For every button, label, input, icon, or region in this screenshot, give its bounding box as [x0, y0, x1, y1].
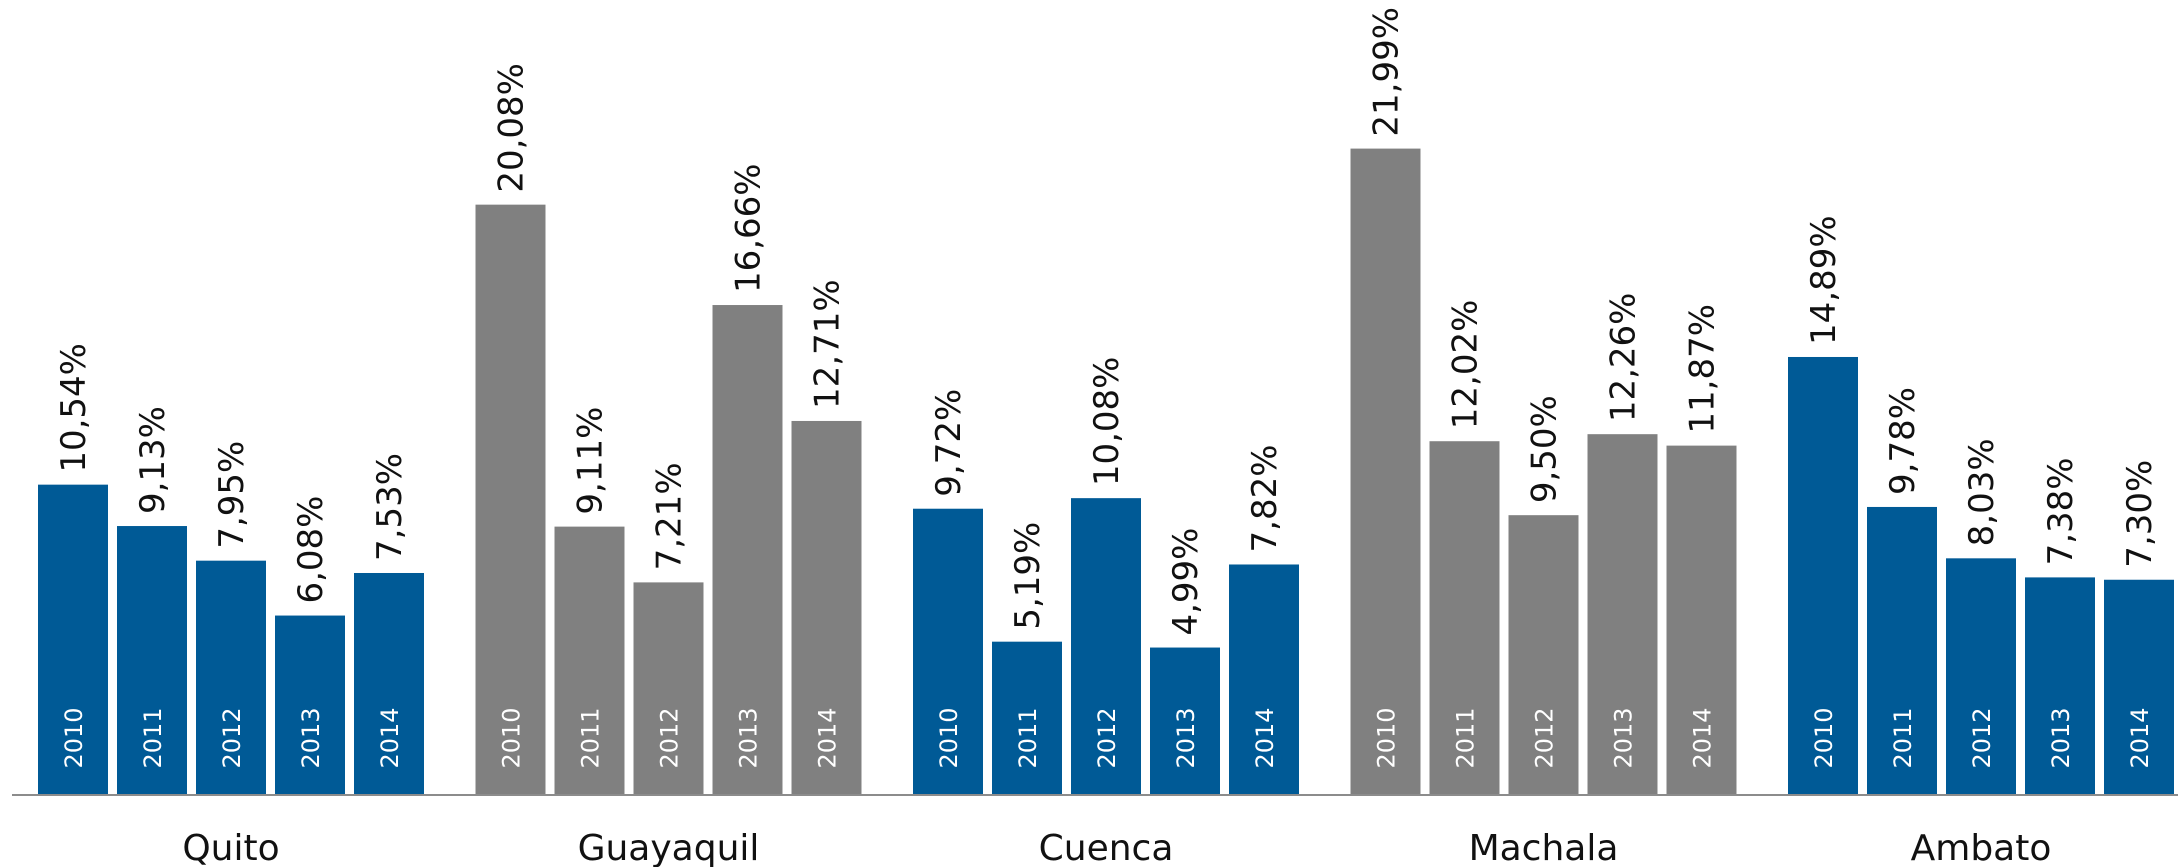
- bar-ambato-2010: [1788, 356, 1858, 794]
- year-label: 2014: [814, 707, 842, 768]
- category-label: Ambato: [1911, 828, 2052, 867]
- category-label: Quito: [182, 828, 279, 867]
- value-label: 9,13%: [133, 406, 173, 514]
- year-label: 2010: [60, 707, 88, 768]
- value-label: 16,66%: [729, 163, 769, 293]
- bar-guayaquil-2010: [475, 204, 546, 795]
- year-label: 2011: [1889, 707, 1917, 768]
- year-label: 2011: [139, 707, 167, 768]
- year-label: 2010: [498, 707, 526, 768]
- bar-machala-2011: [1429, 441, 1500, 794]
- bar-machala-2012: [1508, 515, 1579, 794]
- value-label: 11,87%: [1683, 304, 1723, 434]
- bar-quito-2013: [275, 615, 345, 794]
- year-label: 2014: [376, 707, 404, 768]
- year-label: 2013: [1610, 707, 1638, 768]
- year-label: 2010: [935, 707, 963, 768]
- value-label: 7,53%: [370, 453, 410, 561]
- value-label: 12,26%: [1604, 293, 1644, 423]
- bar-ambato-2013: [2025, 577, 2095, 794]
- bar-quito-2011: [117, 526, 187, 794]
- labels-layer: 2010 10,54% 2011 9,13% 2012 7,95% 2013 6,08% 201…: [54, 7, 2160, 867]
- value-label: 7,38%: [2041, 457, 2081, 565]
- bar-quito-2014: [354, 572, 424, 794]
- year-label: 2012: [218, 707, 246, 768]
- year-label: 2013: [297, 707, 325, 768]
- value-label: 9,72%: [929, 389, 969, 497]
- value-label: 10,08%: [1087, 356, 1127, 486]
- value-label: 7,95%: [212, 441, 252, 549]
- value-label: 7,30%: [2120, 460, 2160, 568]
- value-label: 9,50%: [1525, 395, 1565, 503]
- year-label: 2010: [1373, 707, 1401, 768]
- value-label: 7,21%: [650, 462, 690, 570]
- year-label: 2011: [577, 707, 605, 768]
- bar-machala-2010: [1350, 148, 1421, 794]
- bar-guayaquil-2012: [633, 582, 704, 794]
- bar-quito-2012: [196, 560, 266, 794]
- value-label: 7,82%: [1245, 444, 1285, 552]
- year-label: 2013: [735, 707, 763, 768]
- value-label: 12,02%: [1446, 300, 1486, 430]
- value-label: 5,19%: [1008, 522, 1048, 630]
- category-label: Cuenca: [1039, 828, 1174, 867]
- bar-cuenca-2010: [913, 508, 983, 794]
- bar-guayaquil-2014: [791, 420, 862, 794]
- bar-ambato-2012: [1946, 558, 2016, 794]
- bar-machala-2013: [1587, 434, 1658, 794]
- bar-cuenca-2012: [1071, 498, 1141, 794]
- bar-ambato-2011: [1867, 506, 1937, 794]
- bar-guayaquil-2013: [712, 305, 783, 794]
- bar-cuenca-2014: [1229, 564, 1299, 794]
- year-label: 2012: [1968, 707, 1996, 768]
- value-label: 20,08%: [492, 63, 532, 193]
- value-label: 21,99%: [1367, 7, 1407, 137]
- bar-quito-2010: [38, 484, 108, 794]
- value-label: 4,99%: [1166, 528, 1206, 636]
- value-label: 9,11%: [571, 407, 611, 515]
- value-label: 9,78%: [1883, 387, 1923, 495]
- year-label: 2014: [1689, 707, 1717, 768]
- year-label: 2012: [656, 707, 684, 768]
- year-label: 2014: [1251, 707, 1279, 768]
- value-label: 8,03%: [1962, 438, 2002, 546]
- year-label: 2010: [1810, 707, 1838, 768]
- bar-guayaquil-2011: [554, 526, 625, 794]
- year-label: 2011: [1452, 707, 1480, 768]
- value-label: 14,89%: [1804, 215, 1844, 345]
- bar-cuenca-2013: [1150, 647, 1220, 794]
- year-label: 2011: [1014, 707, 1042, 768]
- year-label: 2013: [1172, 707, 1200, 768]
- year-label: 2013: [2047, 707, 2075, 768]
- bar-ambato-2014: [2104, 579, 2174, 794]
- bar-machala-2014: [1666, 445, 1737, 794]
- value-label: 10,54%: [54, 343, 94, 473]
- bar-cuenca-2011: [992, 641, 1062, 794]
- category-label: Machala: [1469, 828, 1619, 867]
- value-label: 6,08%: [291, 496, 331, 604]
- category-label: Guayaquil: [578, 828, 760, 867]
- year-label: 2014: [2126, 707, 2154, 768]
- year-label: 2012: [1531, 707, 1559, 768]
- year-label: 2012: [1093, 707, 1121, 768]
- bars-layer: [38, 148, 2174, 795]
- value-label: 12,71%: [808, 279, 848, 409]
